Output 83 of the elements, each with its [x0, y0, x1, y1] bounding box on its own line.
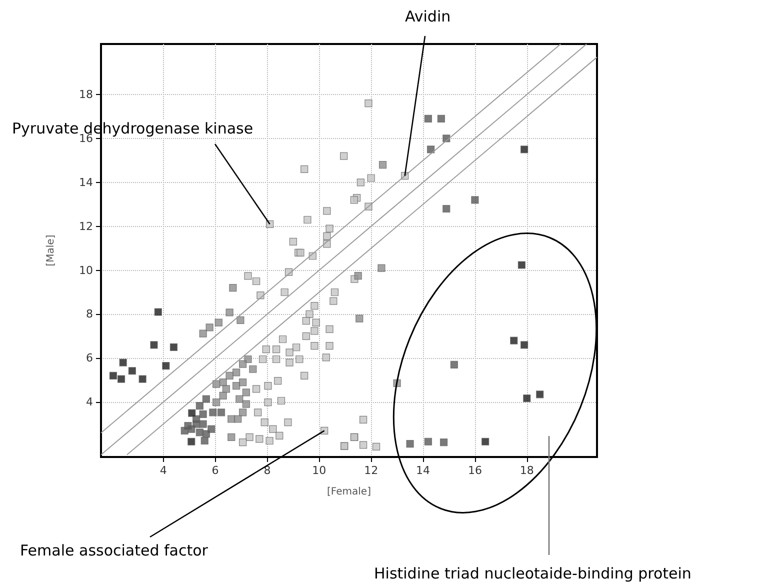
- point: [138, 375, 146, 383]
- point: [128, 367, 136, 375]
- point: [170, 343, 178, 351]
- point: [424, 438, 432, 446]
- x-tick-label: 8: [264, 464, 271, 477]
- point: [212, 398, 220, 406]
- point: [442, 204, 450, 213]
- point: [510, 336, 518, 344]
- y-tick-label: 18: [79, 88, 93, 102]
- point: [150, 341, 158, 349]
- point: [244, 355, 252, 364]
- point: [236, 316, 244, 324]
- x-axis-title: [Female]: [327, 486, 372, 498]
- point: [378, 264, 386, 272]
- point: [206, 324, 214, 332]
- y-tick-label: 10: [79, 264, 93, 277]
- point: [238, 378, 247, 386]
- x-tick-label: 10: [312, 464, 326, 477]
- x-tick-label: 4: [160, 464, 167, 477]
- x-tick-label: 12: [364, 464, 378, 477]
- y-axis-title: [Male]: [46, 234, 56, 266]
- point: [199, 420, 207, 428]
- point: [232, 382, 240, 390]
- point: [228, 433, 236, 442]
- point: [378, 161, 387, 169]
- point: [234, 415, 242, 423]
- point: [242, 388, 250, 396]
- point: [523, 394, 531, 402]
- point: [406, 440, 414, 448]
- x-tick-label: 16: [468, 464, 482, 477]
- point: [199, 410, 207, 418]
- point: [214, 318, 222, 326]
- y-tick-label: 12: [79, 220, 93, 233]
- point: [192, 420, 200, 428]
- x-tick-label: 6: [212, 464, 219, 477]
- point: [209, 408, 217, 416]
- point: [199, 330, 207, 338]
- y-tick-label: 6: [86, 352, 93, 365]
- point: [154, 308, 162, 316]
- point: [236, 395, 244, 403]
- point: [520, 146, 528, 154]
- point: [427, 146, 435, 154]
- point: [424, 114, 432, 122]
- point: [229, 284, 237, 292]
- point: [238, 360, 247, 368]
- point: [202, 430, 210, 438]
- point: [238, 408, 247, 416]
- point: [109, 372, 118, 380]
- x-tick-label: 18: [520, 464, 534, 477]
- point: [188, 438, 196, 446]
- point: [249, 365, 257, 373]
- point: [354, 272, 362, 280]
- point: [219, 392, 227, 400]
- point: [202, 395, 210, 403]
- point: [117, 375, 126, 383]
- point: [242, 400, 250, 408]
- point: [222, 385, 230, 393]
- y-tick-label: 4: [86, 396, 93, 409]
- point: [212, 380, 220, 388]
- point: [119, 358, 127, 366]
- annotation: Avidin: [405, 8, 451, 26]
- text: Histidine triad nucleotaide-binding protein: [374, 564, 692, 582]
- point: [226, 308, 234, 316]
- point: [440, 438, 448, 446]
- point: [188, 409, 196, 417]
- point: [536, 390, 544, 398]
- point: [356, 314, 364, 322]
- point: [228, 415, 236, 423]
- point: [162, 362, 170, 370]
- point: [232, 368, 240, 376]
- point: [518, 261, 526, 269]
- annotation: Female associated factor: [20, 542, 209, 560]
- point: [217, 408, 226, 416]
- point: [226, 372, 234, 380]
- point: [520, 341, 528, 349]
- point: [471, 196, 479, 204]
- y-tick-label: 14: [79, 176, 93, 189]
- x-tick-label: 14: [416, 464, 430, 477]
- point: [450, 360, 458, 369]
- point: [196, 402, 204, 410]
- point: [482, 438, 490, 446]
- point: [437, 114, 445, 122]
- y-tick-label: 8: [86, 308, 93, 321]
